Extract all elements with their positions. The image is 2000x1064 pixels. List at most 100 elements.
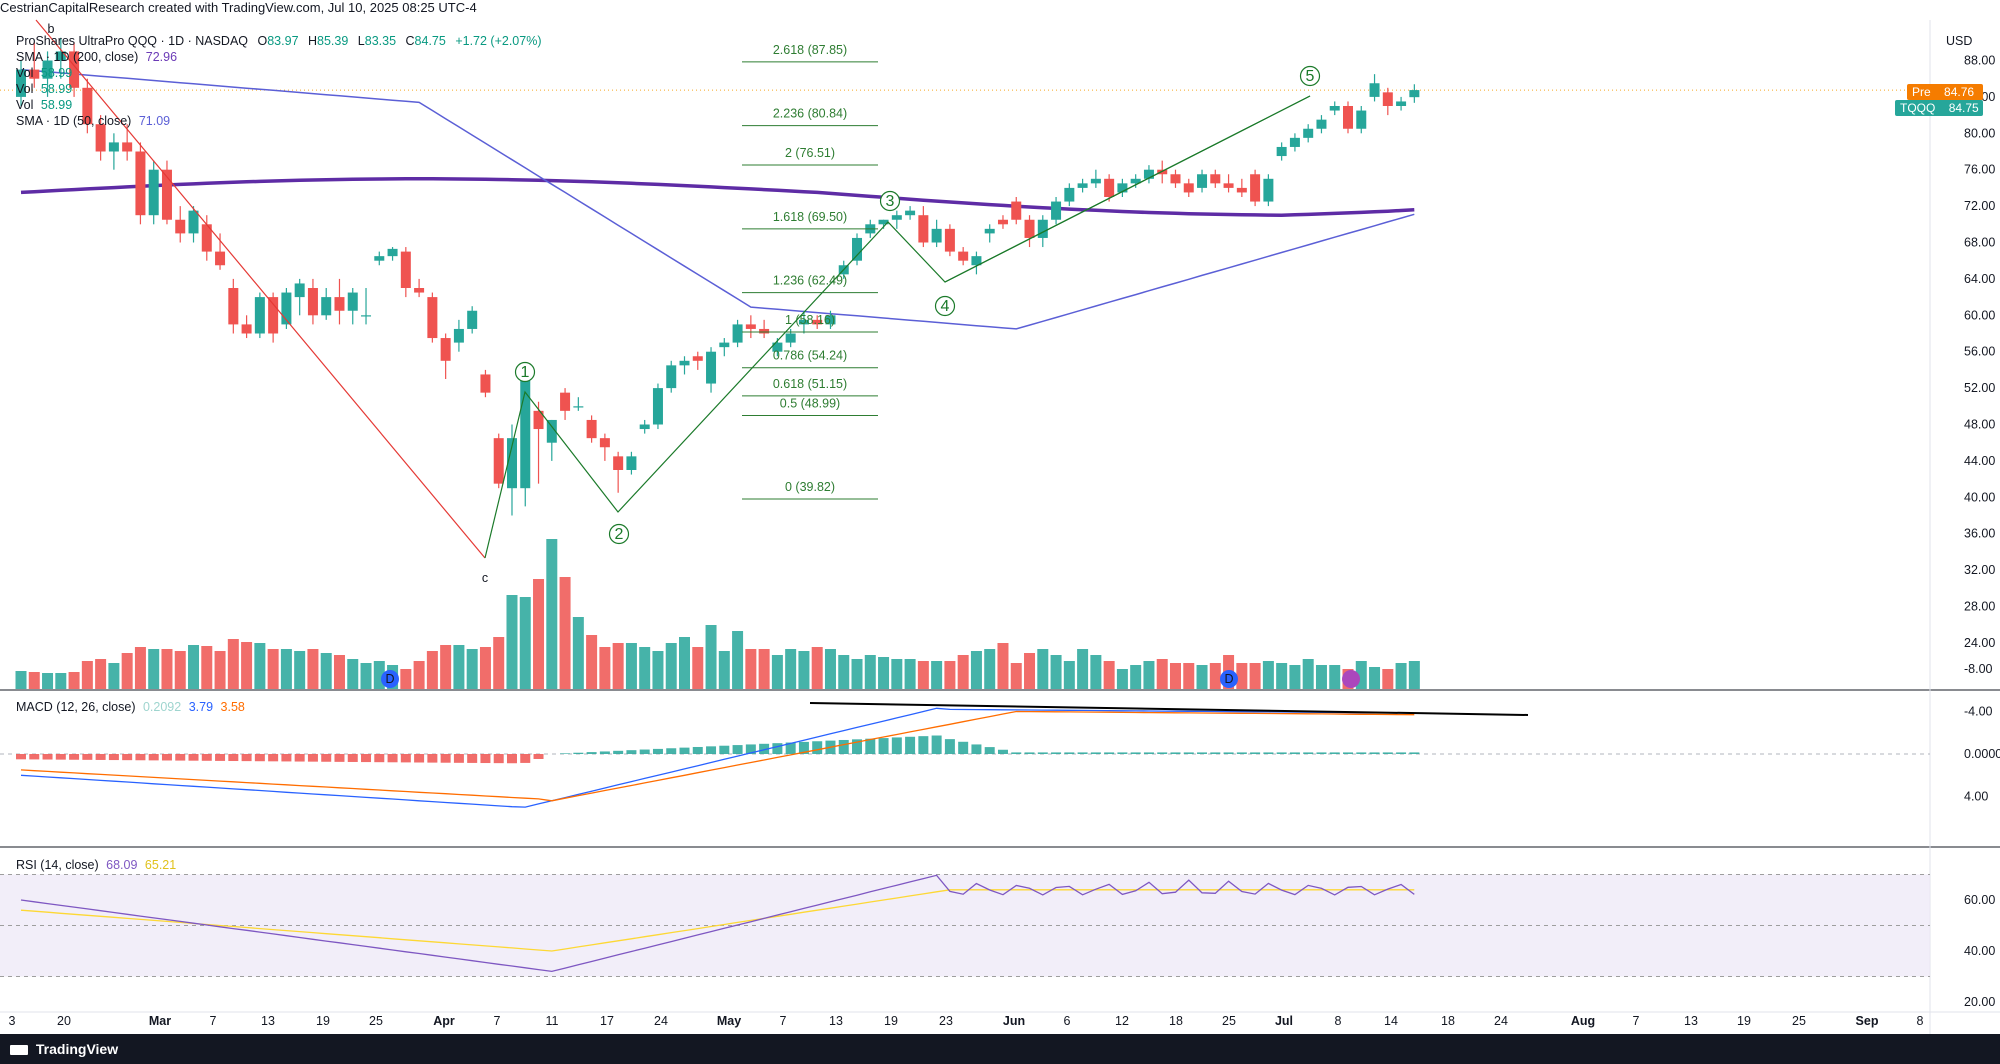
candle-body xyxy=(1303,128,1314,138)
volume-bar xyxy=(1024,653,1036,689)
pre-badge: Pre 84.76 xyxy=(1907,84,1983,100)
macd-histogram-bar xyxy=(453,754,464,763)
candle-body xyxy=(427,297,438,339)
time-tick: 20 xyxy=(57,1014,71,1028)
candle-body xyxy=(467,310,478,329)
volume-bar xyxy=(745,649,757,689)
time-tick: 18 xyxy=(1441,1014,1455,1028)
price-tick: 56.00 xyxy=(1964,345,1995,359)
candle-body xyxy=(1409,90,1420,98)
volume-bar xyxy=(201,646,213,689)
volume-bar xyxy=(1130,665,1142,689)
sma200-value: 72.96 xyxy=(145,50,178,64)
macd-histogram-bar xyxy=(772,743,783,754)
candle-body xyxy=(560,392,571,411)
volume-bar xyxy=(811,647,823,689)
price-tick: 60.00 xyxy=(1964,308,1995,322)
candle-body xyxy=(108,142,119,152)
macd-histogram-bar xyxy=(400,754,411,763)
time-tick: 7 xyxy=(780,1014,787,1028)
candle-body xyxy=(175,219,186,234)
macd-histogram-bar xyxy=(414,754,425,763)
tradingview-logo[interactable]: TradingView xyxy=(10,1041,118,1057)
candle-body xyxy=(1077,183,1088,188)
volume-bar xyxy=(519,597,531,689)
volume-bar xyxy=(493,637,505,689)
volume-bar xyxy=(625,643,637,689)
dividend-icon xyxy=(1220,670,1238,688)
macd-histogram-bar xyxy=(55,754,66,760)
volume-bar xyxy=(1183,663,1195,689)
dividend-icon xyxy=(381,670,399,688)
candle-body xyxy=(307,288,318,316)
rsi-label: RSI (14, close) xyxy=(16,858,99,872)
time-tick: Sep xyxy=(1856,1014,1879,1028)
time-tick: 3 xyxy=(9,1014,16,1028)
fib-level-label: 2.236 (80.84) xyxy=(773,107,847,121)
macd-histogram-bar xyxy=(520,754,531,763)
fib-level-label: 1 (58.16) xyxy=(785,313,835,327)
macd-histogram-bar xyxy=(1250,752,1261,754)
candle-body xyxy=(1117,183,1128,193)
candle-body xyxy=(387,248,398,257)
legend-change: +1.72 (+2.07%) xyxy=(455,34,542,48)
volume-bar xyxy=(148,649,160,689)
time-tick: 23 xyxy=(939,1014,953,1028)
macd-histogram-bar xyxy=(69,754,80,760)
volume-bar xyxy=(294,651,306,689)
volume-bar xyxy=(679,637,690,689)
candle-body xyxy=(772,342,783,352)
macd-histogram-bar xyxy=(16,754,26,760)
candle-body xyxy=(69,51,80,88)
macd-histogram-bar xyxy=(1316,752,1327,754)
macd-histogram-bar xyxy=(852,739,863,754)
candle-body xyxy=(148,169,159,216)
volume-bar xyxy=(214,651,226,689)
candle-body xyxy=(1263,178,1274,202)
candle-body xyxy=(347,292,358,311)
macd-histogram-bar xyxy=(427,754,438,763)
sma200-label: SMA · 1D (200, close) xyxy=(16,50,139,64)
candle-body xyxy=(1236,187,1247,193)
candle-body xyxy=(931,228,942,243)
macd-tick: 4.00 xyxy=(1964,790,1988,804)
legend-symbol: ProShares UltraPro QQQ · 1D · NASDAQ xyxy=(16,34,249,48)
candle-body xyxy=(520,379,531,489)
footer-brand: TradingView xyxy=(35,1041,119,1057)
wave-channel-line xyxy=(944,95,1311,283)
candle-body xyxy=(891,215,902,220)
macd-histogram-bar xyxy=(95,754,106,760)
candle-body xyxy=(268,297,279,334)
candle-body xyxy=(95,124,106,152)
price-tick: 32.00 xyxy=(1964,563,1995,577)
volume-bar xyxy=(121,653,133,689)
fib-level-label: 0.5 (48.99) xyxy=(780,396,840,410)
sma200-line xyxy=(20,177,1415,217)
candle-body xyxy=(1356,110,1367,129)
macd-histogram-bar xyxy=(82,754,93,760)
candle-body xyxy=(759,328,770,334)
candle-body xyxy=(971,256,982,266)
rsi-line xyxy=(20,874,1415,973)
volume-bar xyxy=(1156,659,1168,689)
volume-bar xyxy=(758,649,770,689)
macd-histogram-bar xyxy=(971,744,982,754)
candle-body xyxy=(825,315,836,325)
wave-marker xyxy=(608,523,630,545)
volume-bar xyxy=(413,661,425,689)
earnings-icon xyxy=(1342,670,1360,688)
macd-histogram-bar xyxy=(1263,752,1274,754)
volume-bar xyxy=(227,639,239,689)
volume-bar xyxy=(1196,665,1208,689)
macd-histogram-bar xyxy=(838,739,849,754)
candle-body xyxy=(905,210,916,216)
macd-histogram-bar xyxy=(1197,752,1208,754)
macd-histogram-bar xyxy=(188,754,199,761)
candle-body xyxy=(294,283,305,298)
macd-histogram-bar xyxy=(599,751,610,754)
volume-bar xyxy=(639,647,651,689)
wave-label-2: 2 xyxy=(615,526,624,543)
volume-bar xyxy=(320,653,332,689)
candle-body xyxy=(42,60,53,79)
